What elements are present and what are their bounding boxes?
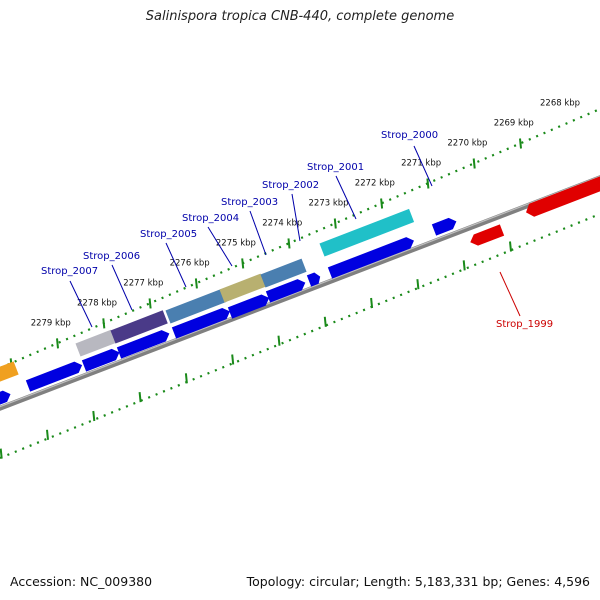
accession-text: Accession: NC_009380 bbox=[10, 574, 153, 589]
gene-label-strop-1999[interactable]: Strop_1999 bbox=[496, 319, 553, 330]
cds-arrow bbox=[116, 330, 170, 359]
feature-grey bbox=[75, 329, 116, 357]
ruler-kbp-label: 2276 kbp bbox=[170, 258, 210, 268]
cds-strop-1999-arrow[interactable] bbox=[468, 224, 505, 247]
feature-track bbox=[0, 208, 415, 385]
ruler-kbp-label: 2269 kbp bbox=[494, 119, 534, 129]
ruler-major-tick bbox=[462, 260, 466, 271]
forward-cds-track bbox=[0, 217, 457, 408]
ruler-major-tick bbox=[426, 178, 430, 189]
ruler-major-tick bbox=[380, 198, 384, 209]
ruler-major-tick bbox=[231, 354, 235, 365]
backbone-highlight bbox=[0, 175, 600, 408]
feature-cyan bbox=[319, 208, 415, 257]
ruler-major-tick bbox=[241, 258, 245, 269]
gene-label-strop-2007[interactable]: Strop_2007 bbox=[41, 266, 98, 277]
ruler-major-tick bbox=[138, 392, 142, 403]
cds-arrow bbox=[306, 272, 321, 287]
gene-label-strop-2003[interactable]: Strop_2003 bbox=[221, 197, 278, 208]
map-title: Salinispora tropica CNB-440, complete ge… bbox=[145, 9, 455, 24]
ruler-major-tick bbox=[333, 218, 337, 229]
ruler-major-tick bbox=[194, 278, 198, 289]
ruler-major-tick bbox=[472, 158, 476, 169]
feature-steel-1 bbox=[165, 288, 227, 324]
ruler-major-tick bbox=[92, 410, 96, 422]
ruler-kbp-label: 2272 kbp bbox=[355, 178, 395, 188]
ruler-kbp-label: 2268 kbp bbox=[540, 99, 580, 109]
ruler-major-tick bbox=[287, 238, 291, 249]
ruler-major-tick bbox=[46, 429, 49, 440]
ruler-major-tick bbox=[416, 279, 420, 290]
ruler-kbp-label: 2271 kbp bbox=[401, 158, 441, 168]
feature-steel-2 bbox=[260, 258, 307, 288]
cds-arrow bbox=[25, 361, 83, 392]
feature-orange bbox=[0, 361, 19, 385]
ruler-major-tick bbox=[509, 241, 512, 252]
ruler-major-tick bbox=[277, 335, 281, 346]
strop-1999-leader bbox=[499, 271, 521, 317]
ruler-major-tick bbox=[370, 297, 374, 309]
ruler-major-tick bbox=[102, 318, 106, 329]
ruler-kbp-label: 2273 kbp bbox=[309, 198, 349, 208]
cds-arrow bbox=[0, 390, 11, 408]
ruler-kbp-label: 2270 kbp bbox=[447, 138, 487, 148]
gene-label-strop-2001[interactable]: Strop_2001 bbox=[307, 162, 364, 173]
gene-label-strop-2006[interactable]: Strop_2006 bbox=[83, 251, 140, 262]
genome-summary-text: Topology: circular; Length: 5,183,331 bp… bbox=[246, 574, 590, 589]
gene-label-strop-2005[interactable]: Strop_2005 bbox=[140, 229, 197, 240]
ruler-kbp-label: 2277 kbp bbox=[123, 278, 163, 288]
gene-label-leaders bbox=[69, 145, 433, 328]
ruler-major-tick bbox=[0, 448, 3, 459]
ruler-ticks bbox=[0, 138, 522, 459]
outer-ruler-track bbox=[0, 107, 600, 370]
feature-khaki bbox=[219, 273, 266, 303]
gene-label-strop-2004[interactable]: Strop_2004 bbox=[182, 213, 239, 224]
ruler-kbp-label: 2274 kbp bbox=[262, 218, 302, 228]
ruler-major-tick bbox=[519, 138, 522, 149]
cds-arrow-red bbox=[526, 173, 600, 217]
ruler-labels: 2268 kbp 2269 kbp 2270 kbp 2271 kbp 2272 kbp… bbox=[31, 99, 580, 329]
ruler-kbp-label: 2278 kbp bbox=[77, 298, 117, 308]
highlighted-cds-track bbox=[468, 173, 600, 247]
cds-arrow bbox=[171, 307, 230, 339]
ruler-kbp-label: 2275 kbp bbox=[216, 238, 256, 248]
cds-arrow bbox=[81, 348, 120, 372]
genome-backbone bbox=[0, 175, 600, 411]
gene-label-strop-2002[interactable]: Strop_2002 bbox=[262, 180, 319, 191]
gene-label-strop-2000[interactable]: Strop_2000 bbox=[381, 130, 438, 141]
ruler-major-tick bbox=[323, 316, 327, 327]
ruler-kbp-label: 2279 kbp bbox=[31, 318, 71, 328]
cds-arrow bbox=[431, 217, 457, 236]
feature-purple bbox=[110, 310, 168, 344]
cds-arrow bbox=[227, 294, 270, 319]
ruler-major-tick bbox=[148, 298, 152, 309]
cds-arrow bbox=[265, 279, 306, 303]
ruler-major-tick bbox=[184, 373, 188, 384]
cds-arrow bbox=[327, 237, 414, 279]
ruler-major-tick bbox=[56, 338, 59, 349]
